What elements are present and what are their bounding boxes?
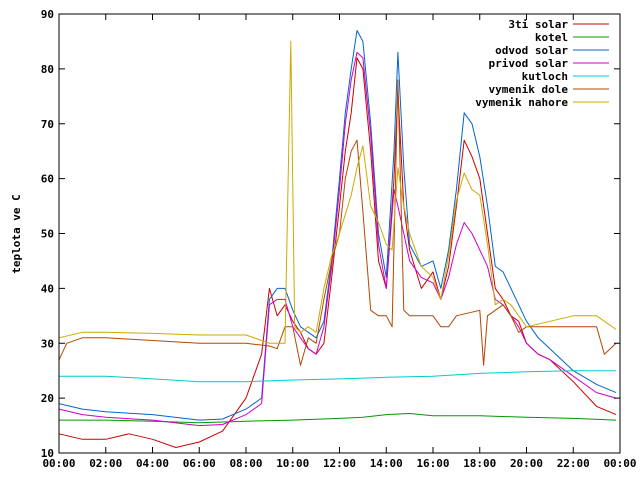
y-tick-label: 40 <box>41 282 54 295</box>
legend-label-vymenik-nahore: vymenik nahore <box>475 96 568 109</box>
series-line-kutloch <box>59 370 617 383</box>
x-tick-label: 02:00 <box>89 457 122 470</box>
y-axis-label: teplota ve C <box>10 194 23 273</box>
x-tick-label: 10:00 <box>276 457 309 470</box>
y-tick-label: 80 <box>41 63 54 76</box>
x-tick-label: 12:00 <box>323 457 356 470</box>
series-line-3ti-solar <box>58 57 617 448</box>
plot-layer <box>58 30 617 448</box>
y-tick-label: 10 <box>41 447 54 460</box>
x-tick-label: 18:00 <box>463 457 496 470</box>
x-tick-label: 22:00 <box>557 457 590 470</box>
legend-label-kotel: kotel <box>535 31 568 44</box>
y-tick-label: 60 <box>41 173 54 186</box>
x-tick-label: 08:00 <box>229 457 262 470</box>
y-tick-label: 20 <box>41 392 54 405</box>
legend-label-3ti-solar: 3ti solar <box>508 18 568 31</box>
series-line-vymenik-dole <box>58 79 617 366</box>
legend-label-odvod-solar: odvod solar <box>495 44 568 57</box>
legend-label-kutloch: kutloch <box>522 70 568 83</box>
y-tick-label: 70 <box>41 118 54 131</box>
x-tick-label: 00:00 <box>42 457 75 470</box>
x-tick-label: 00:00 <box>603 457 636 470</box>
y-tick-label: 30 <box>41 337 54 350</box>
x-tick-label: 16:00 <box>416 457 449 470</box>
x-tick-label: 04:00 <box>136 457 169 470</box>
x-tick-label: 14:00 <box>370 457 403 470</box>
legend-label-privod-solar: privod solar <box>489 57 569 70</box>
y-tick-label: 50 <box>41 228 54 241</box>
axis-ticks: 10 20 30 40 50 60 70 80 90 00:00 02:00 04:00 06:00 08… <box>41 8 637 470</box>
series-line-kotel <box>59 413 617 424</box>
x-tick-label: 06:00 <box>183 457 216 470</box>
y-tick-label: 90 <box>41 8 54 21</box>
x-tick-label: 20:00 <box>510 457 543 470</box>
series-line-vymenik-nahore <box>58 40 617 344</box>
legend-label-vymenik-dole: vymenik dole <box>489 83 569 96</box>
